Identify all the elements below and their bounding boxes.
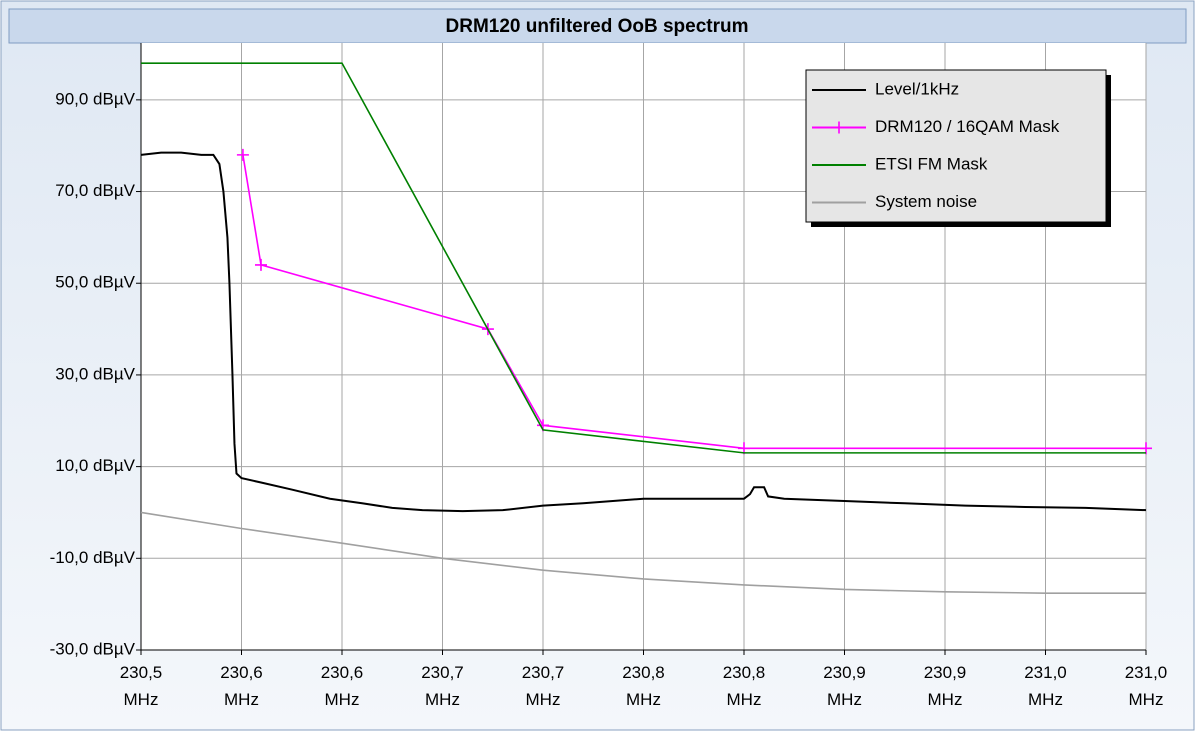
y-tick-label: 50,0 dBµV [55, 273, 135, 292]
y-tick-label: 30,0 dBµV [55, 364, 135, 383]
title-bar [8, 8, 1187, 44]
legend-label: DRM120 / 16QAM Mask [875, 117, 1060, 136]
series-line [140, 151, 1147, 513]
legend-label: ETSI FM Mask [875, 154, 988, 173]
x-tick-label: 230,7 MHz [522, 663, 565, 709]
legend-label: Level/1kHz [875, 79, 959, 98]
legend-label: System noise [875, 192, 977, 211]
x-tick-label: 231,0 MHz [1125, 663, 1168, 709]
x-tick-label: 231,0 MHz [1024, 663, 1067, 709]
legend-box [805, 69, 1107, 223]
point-marker [254, 258, 267, 271]
x-tick-label: 230,8 MHz [723, 663, 766, 709]
x-tick-label: 230,9 MHz [924, 663, 967, 709]
y-tick-label: 70,0 dBµV [55, 181, 135, 200]
y-tick-label: 10,0 dBµV [55, 456, 135, 475]
x-tick-label: 230,6 MHz [321, 663, 364, 709]
series-line [242, 154, 1146, 450]
y-tick-label: -10,0 dBµV [50, 548, 136, 567]
y-tick-label: -30,0 dBµV [50, 639, 136, 658]
series-line [141, 62, 1146, 454]
chart-title: DRM120 unfiltered OoB spectrum [446, 16, 749, 37]
point-marker [236, 148, 249, 161]
x-tick-label: 230,8 MHz [622, 663, 665, 709]
x-tick-label: 230,7 MHz [421, 663, 464, 709]
x-tick-label: 230,5 MHz [120, 663, 163, 709]
y-tick-label: 90,0 dBµV [55, 89, 135, 108]
series-line [140, 511, 1146, 594]
x-tick-label: 230,9 MHz [823, 663, 866, 709]
x-tick-label: 230,6 MHz [220, 663, 263, 709]
